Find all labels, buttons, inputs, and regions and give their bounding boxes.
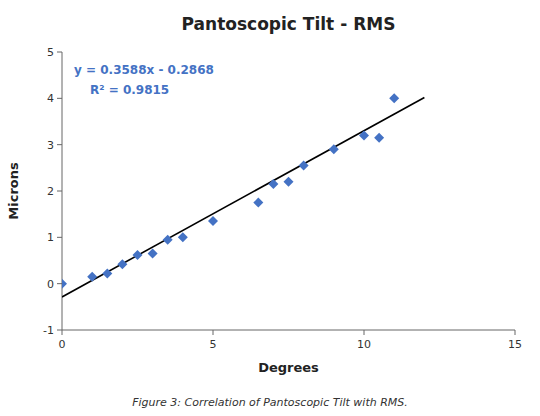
x-tick [364,330,365,335]
y-tick-label: 2 [47,185,54,198]
scatter-point [117,259,127,269]
x-axis-label: Degrees [258,360,319,375]
scatter-point [208,216,218,226]
scatter-point [359,130,369,140]
scatter-point [299,161,309,171]
scatter-point [268,179,278,189]
x-tick-label: 0 [59,338,66,351]
y-axis-label: Microns [6,162,21,220]
scatter-point [284,177,294,187]
y-tick-label: 4 [47,92,54,105]
trend-line [62,97,424,296]
scatter-point [133,250,143,260]
y-tick-label: -1 [43,324,54,337]
x-tick-label: 5 [210,338,217,351]
y-tick [57,191,62,192]
x-axis [62,330,515,331]
y-tick-label: 1 [47,231,54,244]
annotation: y = 0.3588x - 0.2868 [74,63,214,77]
x-tick [515,330,516,335]
x-tick-label: 15 [508,338,522,351]
y-tick [57,144,62,145]
annotation: R² = 0.9815 [90,83,169,97]
y-tick-label: 0 [47,278,54,291]
chart: Pantoscopic Tilt - RMS 0 5 10 15 -1 0 1 2 3 4 5 Degr… [0,0,540,416]
y-tick [57,52,62,53]
plot-area [62,93,424,297]
y-tick [57,237,62,238]
scatter-point [389,93,399,103]
caption: Figure 3: Correlation of Pantoscopic Til… [132,396,408,409]
scatter-point [253,198,263,208]
scatter-point [374,133,384,143]
scatter-point [178,232,188,242]
x-tick [62,330,63,335]
x-tick [213,330,214,335]
scatter-point [102,268,112,278]
title: Pantoscopic Tilt - RMS [182,14,396,34]
scatter-point [62,279,67,289]
scatter-point [329,144,339,154]
scatter-point [163,235,173,245]
y-tick [57,283,62,284]
y-tick-label: 5 [47,46,54,59]
x-tick-label: 10 [357,338,371,351]
y-tick [57,98,62,99]
scatter-point [148,249,158,259]
scatter-point [87,272,97,282]
y-tick-label: 3 [47,139,54,152]
y-tick [57,330,62,331]
